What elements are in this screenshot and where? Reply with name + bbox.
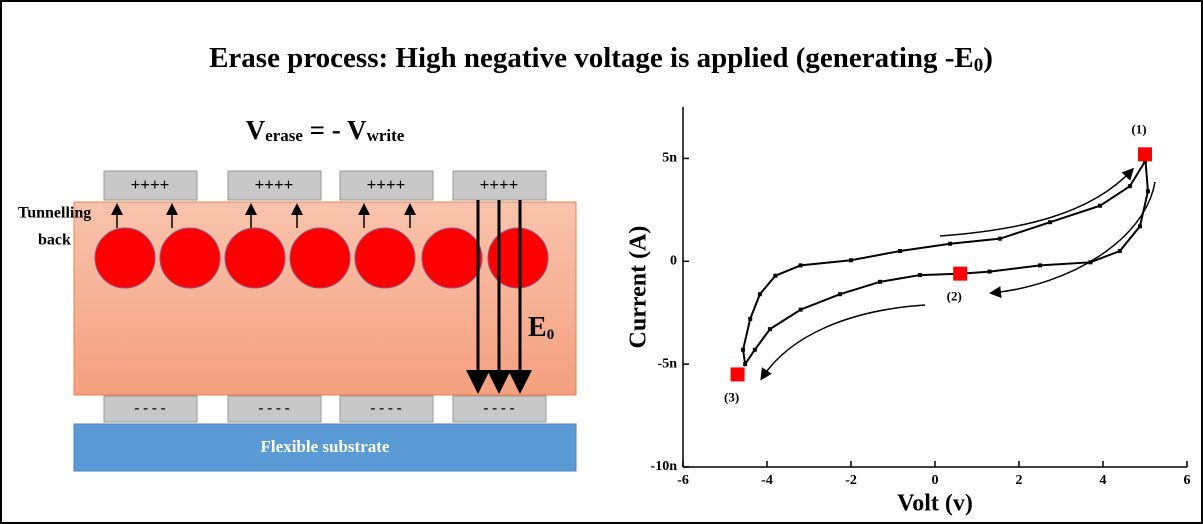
nanoparticle bbox=[488, 228, 548, 288]
marker bbox=[731, 367, 745, 381]
data-point bbox=[743, 362, 747, 366]
charge-label: - - - - bbox=[258, 400, 289, 416]
x-tick-label: 0 bbox=[932, 473, 939, 488]
data-point bbox=[1038, 263, 1042, 267]
data-point bbox=[768, 327, 772, 331]
tunnelling-label: Tunnelling bbox=[18, 205, 91, 222]
data-point bbox=[838, 292, 842, 296]
tunnelling-label: back bbox=[38, 232, 71, 249]
nanoparticle bbox=[290, 228, 350, 288]
data-point bbox=[753, 348, 757, 352]
x-tick-label: 6 bbox=[1184, 473, 1191, 488]
data-point bbox=[849, 258, 853, 262]
data-point bbox=[799, 308, 803, 312]
y-tick-label: 5n bbox=[662, 151, 677, 166]
page: Erase process: High negative voltage is … bbox=[0, 0, 1203, 524]
data-point bbox=[1088, 260, 1092, 264]
y-tick-label: -5n bbox=[658, 356, 678, 371]
data-point bbox=[948, 242, 952, 246]
marker bbox=[1138, 147, 1152, 161]
charge-label: ++++ bbox=[131, 175, 170, 194]
x-tick-label: 2 bbox=[1016, 473, 1023, 488]
charge-label: - - - - bbox=[370, 400, 401, 416]
charge-label: ++++ bbox=[367, 175, 406, 194]
nanoparticle bbox=[225, 228, 285, 288]
substrate-label: Flexible substrate bbox=[261, 437, 390, 456]
data-point bbox=[799, 263, 803, 267]
marker-label: (3) bbox=[724, 389, 739, 404]
title: Erase process: High negative voltage is … bbox=[209, 42, 993, 77]
x-tick-label: -6 bbox=[677, 473, 689, 488]
charge-label: - - - - bbox=[483, 400, 514, 416]
charge-label: ++++ bbox=[255, 175, 294, 194]
data-point bbox=[988, 270, 992, 274]
data-point bbox=[878, 280, 882, 284]
x-tick-label: -4 bbox=[761, 473, 773, 488]
data-point bbox=[773, 274, 777, 278]
x-tick-label: -2 bbox=[845, 473, 857, 488]
nanoparticle bbox=[160, 228, 220, 288]
data-point bbox=[1098, 204, 1102, 208]
data-point bbox=[758, 292, 762, 296]
nanoparticle bbox=[355, 228, 415, 288]
data-point bbox=[898, 249, 902, 253]
nanoparticle bbox=[95, 228, 155, 288]
y-tick-label: 0 bbox=[670, 254, 677, 269]
charge-label: ++++ bbox=[480, 175, 519, 194]
data-point bbox=[1128, 184, 1132, 188]
y-tick-label: -10n bbox=[651, 459, 678, 474]
data-point bbox=[1048, 220, 1052, 224]
data-point bbox=[1146, 189, 1150, 193]
nanoparticle bbox=[422, 228, 482, 288]
y-axis-label: Current (A) bbox=[626, 226, 652, 349]
marker-label: (2) bbox=[947, 289, 962, 304]
x-axis-label: Volt (v) bbox=[897, 491, 973, 517]
charge-label: - - - - bbox=[134, 400, 165, 416]
data-point bbox=[998, 237, 1002, 241]
data-point bbox=[741, 348, 745, 352]
data-point bbox=[748, 317, 752, 321]
marker-label: (1) bbox=[1131, 121, 1146, 136]
slide: Erase process: High negative voltage is … bbox=[0, 0, 1203, 524]
marker bbox=[953, 267, 967, 281]
x-tick-label: 4 bbox=[1100, 473, 1107, 488]
data-point bbox=[918, 273, 922, 277]
data-point bbox=[1118, 249, 1122, 253]
data-point bbox=[1138, 224, 1142, 228]
